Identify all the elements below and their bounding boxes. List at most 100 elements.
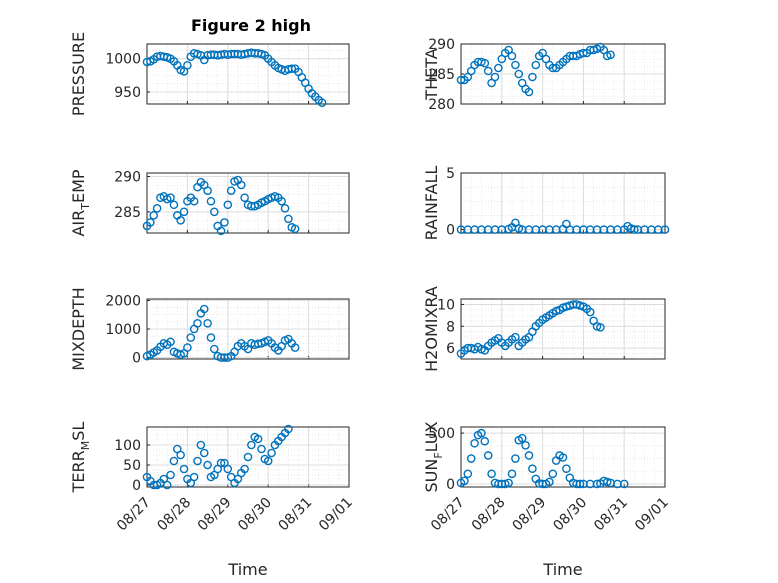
- data-point: [169, 456, 179, 466]
- series-markers: [142, 175, 300, 236]
- data-point: [524, 451, 534, 460]
- subplot-mixdepth: 0 1000 2000 MIXDEPTH: [69, 287, 350, 371]
- data-point: [146, 218, 155, 227]
- data-point: [247, 440, 256, 450]
- data-point: [189, 472, 199, 482]
- y-tick-label: 50: [123, 458, 141, 474]
- data-point: [487, 469, 496, 479]
- y-tick-label: 100: [114, 438, 141, 454]
- data-point: [166, 193, 175, 203]
- data-point: [284, 214, 293, 224]
- y-axis-label: AIRTEMP: [69, 169, 92, 236]
- y-tick-label: 2000: [105, 293, 141, 309]
- y-tick-label: 285: [114, 205, 141, 221]
- data-point: [210, 207, 219, 217]
- data-point: [477, 428, 486, 438]
- data-point: [504, 478, 513, 488]
- data-point: [253, 434, 263, 444]
- x-tick-label: 09/01: [316, 495, 356, 535]
- y-axis-label: THETA: [422, 48, 441, 100]
- subplot-sun-flux: 08/27 08/28 08/29 08/30 08/31 09/01 0 500SUNFLU…: [422, 421, 672, 579]
- axes-box: [146, 426, 350, 488]
- data-point: [267, 448, 276, 458]
- y-tick-label: 285: [428, 67, 455, 83]
- data-point: [480, 58, 490, 68]
- y-tick-label: 500: [428, 426, 455, 442]
- data-point: [585, 307, 595, 317]
- data-point: [240, 464, 249, 474]
- x-tick-label: 08/27: [114, 495, 154, 535]
- data-point: [257, 444, 266, 454]
- data-point: [240, 193, 249, 203]
- subplot-air-temp: 285 290 AIRTEMP: [69, 169, 350, 237]
- series-markers: [456, 218, 670, 234]
- series-markers: [456, 42, 615, 97]
- data-point: [166, 470, 175, 480]
- data-point: [203, 186, 212, 195]
- data-point: [193, 456, 202, 466]
- data-point: [236, 180, 246, 190]
- series-markers: [142, 424, 293, 490]
- data-point: [189, 196, 199, 206]
- data-point: [226, 186, 236, 195]
- figure-title: Figure 2 high: [191, 16, 311, 35]
- data-point: [528, 464, 537, 473]
- axes-box: [146, 172, 350, 234]
- data-point: [514, 69, 524, 79]
- data-point: [528, 72, 537, 82]
- data-point: [470, 438, 479, 448]
- data-point: [507, 469, 517, 479]
- data-point: [548, 469, 558, 479]
- series-markers: [142, 304, 300, 362]
- data-point: [216, 226, 226, 236]
- data-point: [517, 433, 527, 443]
- x-tick-label: 08/28: [469, 495, 509, 535]
- data-point: [483, 66, 493, 76]
- subplot-terr-msl: 08/27 08/28 08/29 08/30 08/31 09/01 0 50 100 TERR…: [69, 422, 356, 579]
- y-tick-label: 0: [132, 351, 141, 367]
- y-axis-label: SUNFLUX: [422, 421, 445, 492]
- data-point: [490, 72, 500, 82]
- data-point: [290, 343, 300, 352]
- data-point: [466, 454, 476, 463]
- subplot-pressure: 950 1000 PRESSURE: [69, 32, 350, 116]
- x-tick-label: 08/31: [591, 495, 631, 535]
- data-point: [277, 196, 286, 206]
- y-tick-label: 0: [446, 223, 455, 239]
- axes-box: [460, 298, 666, 360]
- data-point: [220, 218, 229, 227]
- x-tick-label: 09/01: [632, 495, 672, 535]
- series-markers: [456, 428, 629, 489]
- x-tick-label: 08/28: [154, 495, 194, 535]
- y-tick-label: 290: [114, 170, 141, 186]
- y-tick-label: 10: [437, 297, 455, 313]
- data-point: [223, 200, 233, 210]
- data-point: [280, 203, 290, 213]
- axes-box: [460, 426, 666, 488]
- data-point: [216, 458, 226, 468]
- data-point: [199, 448, 209, 458]
- data-point: [162, 480, 172, 490]
- data-point: [579, 48, 588, 58]
- data-point: [480, 436, 490, 446]
- data-point: [619, 479, 629, 489]
- data-point: [179, 207, 189, 217]
- data-point: [575, 479, 585, 489]
- x-tick-label: 08/31: [276, 495, 316, 535]
- data-point: [660, 225, 670, 234]
- x-tick-label: 08/30: [550, 495, 590, 535]
- x-axis-label: Time: [227, 560, 267, 579]
- axes-box: [146, 43, 350, 105]
- data-point: [494, 63, 503, 73]
- y-axis-label: TERRMSL: [69, 422, 92, 494]
- data-point: [511, 454, 520, 463]
- data-point: [562, 464, 571, 473]
- y-axis-label: PRESSURE: [69, 32, 88, 116]
- data-point: [290, 224, 300, 234]
- data-point: [545, 477, 554, 487]
- data-point: [521, 441, 530, 450]
- data-point: [206, 196, 216, 206]
